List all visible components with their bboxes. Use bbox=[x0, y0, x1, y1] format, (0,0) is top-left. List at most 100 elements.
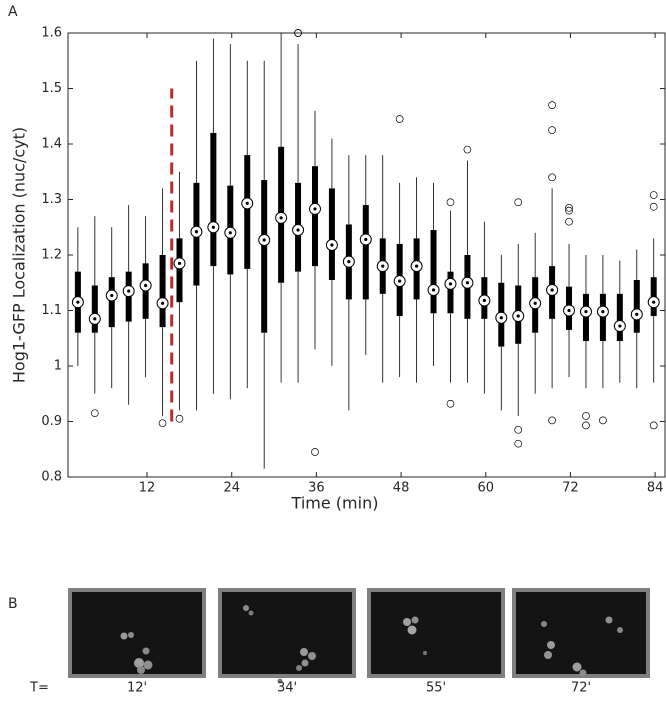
outlier bbox=[463, 145, 472, 154]
median-dot bbox=[415, 264, 419, 268]
time-caption: 34' bbox=[277, 681, 297, 696]
y-tick-label: 1.6 bbox=[41, 26, 62, 41]
median-dot bbox=[499, 316, 503, 320]
micrograph bbox=[68, 588, 206, 678]
micrograph bbox=[512, 588, 650, 678]
median-dot bbox=[381, 264, 385, 268]
box bbox=[159, 255, 166, 328]
median-dot bbox=[245, 201, 249, 205]
median-dot bbox=[313, 207, 317, 211]
micrograph bbox=[218, 588, 356, 684]
outlier bbox=[649, 202, 658, 211]
outlier bbox=[582, 421, 590, 430]
outlier bbox=[311, 448, 319, 456]
box bbox=[311, 166, 318, 267]
outlier bbox=[158, 419, 167, 428]
panel-label: B bbox=[8, 596, 18, 612]
time-caption: 12' bbox=[127, 681, 147, 696]
median-dot bbox=[347, 260, 351, 264]
x-tick-label: 36 bbox=[308, 481, 325, 496]
outlier bbox=[649, 421, 658, 430]
median-dot bbox=[177, 261, 182, 265]
median-dot bbox=[127, 289, 131, 293]
panel-label: A bbox=[8, 4, 18, 20]
median-dot bbox=[448, 282, 453, 286]
median-dot bbox=[144, 283, 148, 288]
outlier bbox=[446, 198, 455, 207]
box bbox=[430, 230, 437, 314]
outlier bbox=[548, 126, 556, 134]
box bbox=[210, 132, 217, 267]
y-tick-label: 1.4 bbox=[41, 137, 62, 152]
median-dot bbox=[160, 301, 165, 305]
median-dot bbox=[262, 238, 266, 242]
box bbox=[328, 188, 335, 280]
outlier bbox=[395, 115, 404, 123]
x-tick-label: 24 bbox=[223, 481, 240, 496]
median-dot bbox=[618, 324, 622, 328]
box bbox=[176, 238, 183, 303]
median-dot bbox=[296, 228, 300, 232]
median-dot bbox=[194, 230, 199, 234]
median-dot bbox=[550, 288, 554, 292]
median-dot bbox=[584, 310, 588, 314]
median-dot bbox=[330, 243, 334, 247]
outlier bbox=[514, 198, 523, 207]
outlier bbox=[565, 203, 573, 212]
median-dot bbox=[364, 237, 368, 242]
outlier bbox=[599, 416, 607, 425]
x-tick-label: 60 bbox=[477, 481, 494, 496]
x-tick-label: 12 bbox=[139, 481, 156, 496]
outlier bbox=[514, 439, 523, 448]
median-dot bbox=[431, 288, 436, 292]
median-dot bbox=[601, 310, 605, 314]
box bbox=[362, 205, 369, 300]
median-dot bbox=[516, 314, 520, 318]
median-dot bbox=[76, 300, 80, 304]
y-tick-label: 0.9 bbox=[41, 414, 62, 429]
y-tick-label: 1.5 bbox=[41, 81, 62, 96]
outlier bbox=[548, 101, 556, 110]
row-label: T= bbox=[29, 681, 49, 696]
box bbox=[633, 279, 640, 333]
outlier bbox=[294, 29, 302, 37]
median-dot bbox=[279, 216, 283, 220]
outlier bbox=[175, 414, 184, 423]
outlier bbox=[565, 217, 573, 226]
y-tick-label: 1.1 bbox=[41, 303, 62, 318]
x-axis-title: Time (min) bbox=[291, 494, 379, 513]
x-tick-label: 72 bbox=[562, 481, 579, 496]
box bbox=[616, 293, 623, 342]
box bbox=[261, 180, 268, 333]
median-dot bbox=[465, 281, 470, 285]
median-dot bbox=[398, 279, 402, 283]
outlier bbox=[548, 416, 556, 425]
median-dot bbox=[635, 312, 639, 316]
outlier bbox=[582, 412, 590, 420]
outlier bbox=[548, 173, 556, 182]
median-dot bbox=[533, 301, 537, 305]
x-tick-label: 84 bbox=[647, 481, 664, 496]
outlier bbox=[565, 206, 573, 215]
box bbox=[91, 285, 98, 333]
outlier bbox=[514, 425, 523, 434]
y-tick-label: 1.2 bbox=[41, 248, 62, 263]
time-caption: 55' bbox=[426, 681, 446, 696]
box bbox=[447, 271, 454, 314]
outlier bbox=[649, 191, 658, 199]
box bbox=[244, 155, 251, 269]
median-dot bbox=[93, 317, 97, 321]
x-tick-label: 48 bbox=[393, 481, 410, 496]
median-dot bbox=[110, 293, 114, 298]
box bbox=[108, 277, 115, 328]
y-tick-label: 1 bbox=[54, 359, 62, 374]
y-axis-title: Hog1-GFP Localization (nuc/cyt) bbox=[10, 127, 29, 383]
median-dot bbox=[652, 300, 656, 304]
outlier bbox=[446, 399, 455, 408]
median-dot bbox=[567, 308, 571, 313]
outlier bbox=[90, 409, 99, 418]
median-dot bbox=[228, 231, 232, 235]
time-caption: 72' bbox=[571, 681, 591, 696]
micrograph bbox=[367, 588, 505, 678]
